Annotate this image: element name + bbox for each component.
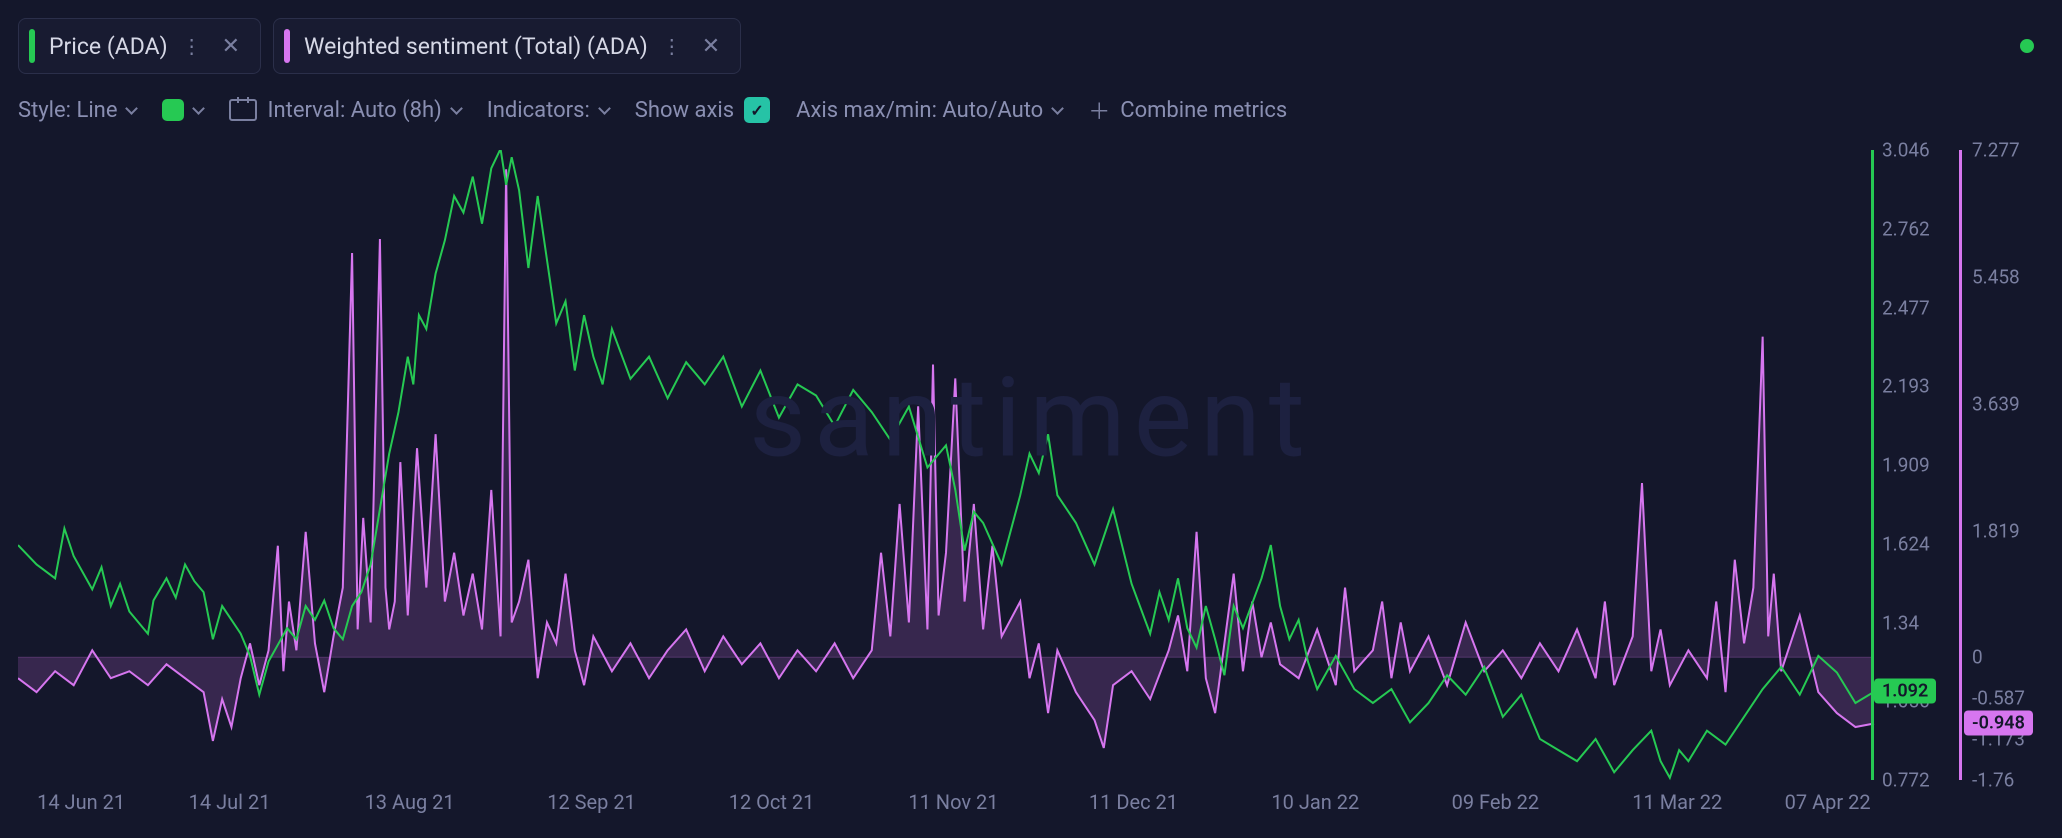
x-tick-label: 10 Jan 22	[1271, 790, 1359, 814]
y-tick-label: 2.193	[1882, 375, 1930, 398]
x-axis: 14 Jun 21 14 Jul 21 13 Aug 21 12 Sep 21 12 O…	[18, 790, 1874, 820]
metric-chip-row: Price (ADA) ⋮ ✕ Weighted sentiment (Tota…	[0, 0, 2062, 74]
current-value-badge-right: -0.948	[1964, 711, 2033, 736]
chip-color-stripe	[29, 29, 35, 63]
x-tick-label: 11 Mar 22	[1632, 790, 1722, 814]
x-tick-label: 09 Feb 22	[1452, 790, 1540, 814]
right-y-axis: 7.2775.4583.6391.8190-0.587-1.173-1.76-0…	[1964, 150, 2044, 780]
chip-close-icon[interactable]: ✕	[698, 34, 724, 59]
left-y-axis: 3.0462.7622.4772.1931.9091.6241.341.0560…	[1874, 150, 1954, 780]
y-tick-label: 0	[1972, 646, 1983, 669]
style-dropdown[interactable]: Style: Line	[18, 98, 136, 123]
chip-close-icon[interactable]: ✕	[218, 34, 244, 59]
combine-metrics-button[interactable]: ＋ Combine metrics	[1088, 94, 1287, 126]
show-axis-label: Show axis	[635, 98, 734, 123]
x-tick-label: 07 Apr 22	[1785, 790, 1871, 814]
x-tick-label: 11 Dec 21	[1089, 790, 1178, 814]
indicators-dropdown[interactable]: Indicators:	[487, 98, 609, 123]
y-tick-label: 3.639	[1972, 392, 2020, 415]
x-tick-label: 12 Sep 21	[547, 790, 636, 814]
y-tick-label: 2.762	[1882, 217, 1930, 240]
axis-minmax-dropdown[interactable]: Axis max/min: Auto/Auto	[796, 98, 1062, 123]
chip-label: Price (ADA)	[49, 33, 168, 60]
show-axis-toggle[interactable]: Show axis ✓	[635, 97, 770, 123]
right-axis-line	[1959, 150, 1962, 780]
color-dropdown[interactable]	[162, 99, 203, 121]
chevron-down-icon	[1051, 102, 1064, 115]
chevron-down-icon	[193, 102, 206, 115]
y-tick-label: 5.458	[1972, 265, 2020, 288]
color-swatch	[162, 99, 184, 121]
plus-icon: ＋	[1088, 94, 1110, 126]
indicators-label: Indicators:	[487, 98, 590, 123]
chevron-down-icon	[126, 102, 139, 115]
y-tick-label: 0.772	[1882, 769, 1930, 792]
x-tick-label: 14 Jul 21	[189, 790, 271, 814]
y-tick-label: 1.909	[1882, 454, 1930, 477]
chip-color-stripe	[284, 29, 290, 63]
interval-label: Interval: Auto (8h)	[267, 98, 441, 123]
x-tick-label: 13 Aug 21	[365, 790, 455, 814]
chart-toolbar: Style: Line Interval: Auto (8h) Indicato…	[0, 74, 2062, 126]
chevron-down-icon	[598, 102, 611, 115]
x-tick-label: 12 Oct 21	[729, 790, 815, 814]
chip-label: Weighted sentiment (Total) (ADA)	[304, 33, 648, 60]
style-label: Style: Line	[18, 98, 117, 123]
calendar-icon	[229, 99, 257, 121]
x-tick-label: 11 Nov 21	[908, 790, 998, 814]
chart-canvas	[18, 150, 2044, 820]
y-tick-label: 7.277	[1972, 139, 2020, 162]
y-tick-label: 1.819	[1972, 519, 2020, 542]
chip-menu-icon[interactable]: ⋮	[662, 34, 684, 58]
chart-area[interactable]: santiment 3.0462.7622.4772.1931.9091.624…	[18, 150, 2044, 820]
chevron-down-icon	[450, 102, 463, 115]
y-tick-label: 2.477	[1882, 296, 1930, 319]
current-value-badge-left: 1.092	[1874, 679, 1936, 704]
chip-menu-icon[interactable]: ⋮	[182, 34, 204, 58]
y-tick-label: 3.046	[1882, 139, 1930, 162]
y-tick-label: -0.587	[1972, 687, 2025, 710]
interval-picker[interactable]: Interval: Auto (8h)	[229, 98, 460, 123]
metric-chip-price[interactable]: Price (ADA) ⋮ ✕	[18, 18, 261, 74]
x-tick-label: 14 Jun 21	[37, 790, 125, 814]
checkbox-checked-icon[interactable]: ✓	[744, 97, 770, 123]
y-tick-label: -1.76	[1972, 769, 2014, 792]
combine-label: Combine metrics	[1120, 98, 1287, 123]
y-tick-label: 1.624	[1882, 532, 1930, 555]
axis-minmax-label: Axis max/min: Auto/Auto	[796, 98, 1043, 123]
metric-chip-sentiment[interactable]: Weighted sentiment (Total) (ADA) ⋮ ✕	[273, 18, 741, 74]
connection-status-indicator	[2020, 39, 2034, 53]
y-tick-label: 1.34	[1882, 611, 1919, 634]
